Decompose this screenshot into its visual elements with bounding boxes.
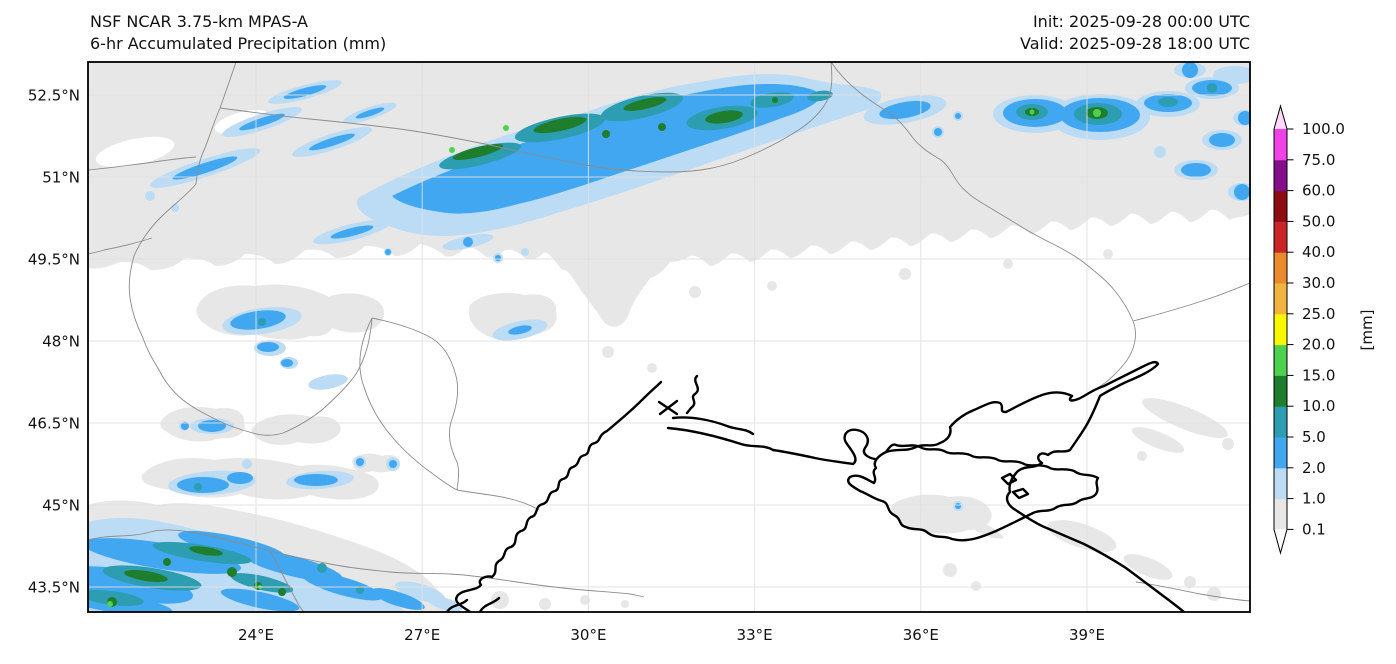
colorbar-tick-label: 5.0 [1302,428,1326,446]
colorbar-unit-label: [mm] [1358,310,1376,351]
lat-tick-label: 52.5°N [28,87,80,105]
lon-tick-label: 30°E [570,626,606,644]
colorbar-segments [1274,106,1287,553]
lon-tick-label: 36°E [903,626,939,644]
init-time-label: Init: 2025-09-28 00:00 UTC [1033,12,1250,31]
colorbar-segment [1274,159,1287,192]
lat-tick-label: 46.5°N [28,415,80,433]
colorbar-over-arrow [1274,106,1287,129]
lon-tick-label: 27°E [404,626,440,644]
colorbar-segment [1274,467,1287,500]
valid-time-label: Valid: 2025-09-28 18:00 UTC [1020,34,1250,53]
colorbar-ticks [1287,128,1294,530]
colorbar-labels: 0.1 1.0 2.0 5.0 10.0 15.0 20.0 25.0 30.0 40.0 50.0… [1302,120,1345,538]
colorbar-segment [1274,498,1287,530]
colorbar-segment [1274,252,1287,284]
colorbar-under-arrow [1274,529,1287,553]
colorbar-tick-label: 0.1 [1302,520,1326,538]
colorbar-tick-label: 25.0 [1302,305,1335,323]
lon-tick-label: 33°E [737,626,773,644]
lon-tick-label: 24°E [238,626,274,644]
colorbar-segment [1274,221,1287,253]
field-title: 6-hr Accumulated Precipitation (mm) [90,34,386,53]
country-borders [88,62,1250,612]
colorbar-segment [1274,344,1287,376]
lat-tick-label: 51°N [42,169,80,187]
colorbar-segment [1274,375,1287,407]
lat-axis: 52.5°N 51°N 49.5°N 48°N 46.5°N 45°N 43.5°N [28,87,80,597]
colorbar-segment [1274,437,1287,469]
coastline [445,360,1186,612]
colorbar-segment [1274,190,1287,222]
lat-tick-label: 45°N [42,497,80,515]
colorbar-segment [1274,129,1287,161]
lon-tick-label: 39°E [1069,626,1105,644]
model-title: NSF NCAR 3.75-km MPAS-A [90,12,308,31]
map-frame [87,61,1251,613]
gridlines [88,62,1250,612]
colorbar: 0.1 1.0 2.0 5.0 10.0 15.0 20.0 25.0 30.0 40.0 50.0… [1273,104,1376,555]
lon-axis: 24°E 27°E 30°E 33°E 36°E 39°E [238,626,1105,644]
lat-tick-label: 43.5°N [28,579,80,597]
map-area [88,62,1250,612]
lat-tick-label: 48°N [42,333,80,351]
colorbar-segment [1274,283,1287,315]
colorbar-tick-label: 15.0 [1302,366,1335,384]
colorbar-tick-label: 50.0 [1302,212,1335,230]
colorbar-tick-label: 40.0 [1302,243,1335,261]
colorbar-tick-label: 60.0 [1302,182,1335,200]
colorbar-tick-label: 1.0 [1302,490,1326,508]
lat-tick-label: 49.5°N [28,251,80,269]
colorbar-segment [1274,313,1287,346]
precip-layer-15mm [107,109,1101,607]
colorbar-tick-label: 10.0 [1302,397,1335,415]
colorbar-outline [1273,104,1288,555]
colorbar-tick-label: 30.0 [1302,274,1335,292]
colorbar-tick-label: 20.0 [1302,336,1335,354]
colorbar-tick-label: 75.0 [1302,151,1335,169]
colorbar-tick-label: 100.0 [1302,120,1345,138]
colorbar-tick-label: 2.0 [1302,459,1326,477]
colorbar-segment [1274,406,1287,438]
